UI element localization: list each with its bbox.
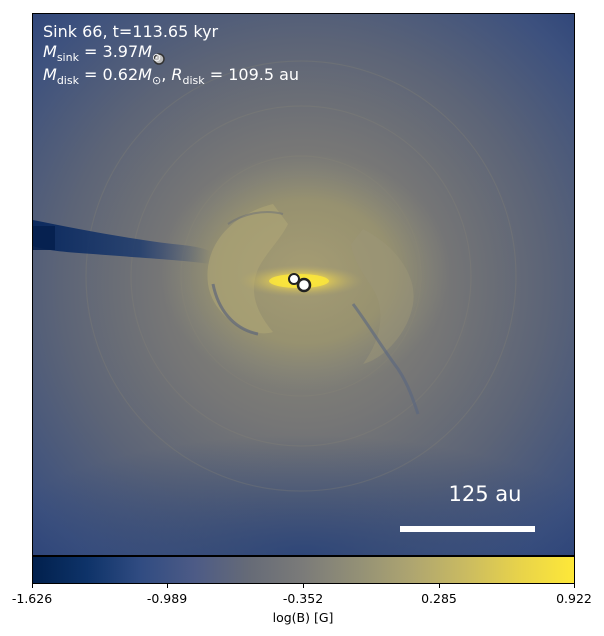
colorbar [32,556,575,584]
rdisk-value: = 109.5 au [204,65,300,84]
disk-mass-radius-label: Mdisk = 0.62M⊙, Rdisk = 109.5 au [43,65,299,87]
mdisk-sep: , [161,65,172,84]
rdisk-sub: disk [182,74,205,87]
colorbar-tick-label: 0.285 [421,591,457,606]
msink-unit-var: M [138,42,152,61]
scale-bar-label: 125 au [448,482,522,506]
msink-value: = 3.97 [78,42,139,61]
msink-unit-sub: ⊙ [151,51,162,64]
colorbar-tick-label: -0.989 [146,591,188,606]
mdisk-var: M [43,65,57,84]
field-image [33,14,574,555]
sink-marker-main [296,277,312,293]
mdisk-unit-var: M [138,65,152,84]
sink-label: Sink 66, t=113.65 kyr [43,22,219,41]
mdisk-value: = 0.62 [78,65,139,84]
colorbar-tick-label: 0.922 [556,591,592,606]
colorbar-label: log(B) [G] [272,610,334,625]
colorbar-tick [303,584,304,588]
magnetic-field-map: Sink 66, t=113.65 kyr Msink = 3.97M⊙ Mdi… [32,13,575,556]
sink-mass-label: Msink = 3.97M⊙ [43,42,161,64]
rdisk-var: R [171,65,183,84]
mdisk-unit-sub: ⊙ [151,74,162,87]
msink-sub: sink [56,51,79,64]
colorbar-tick [574,584,575,588]
sink-marker-top [153,53,165,65]
colorbar-tick [167,584,168,588]
colorbar-tick [439,584,440,588]
mdisk-sub: disk [56,74,79,87]
colorbar-tick [32,584,33,588]
colorbar-tick-label: -0.352 [282,591,324,606]
sink-marker-small [288,273,300,285]
sink-markers [153,53,312,293]
msink-var: M [43,42,57,61]
scale-bar [400,526,535,532]
colorbar-tick-label: -1.626 [11,591,53,606]
